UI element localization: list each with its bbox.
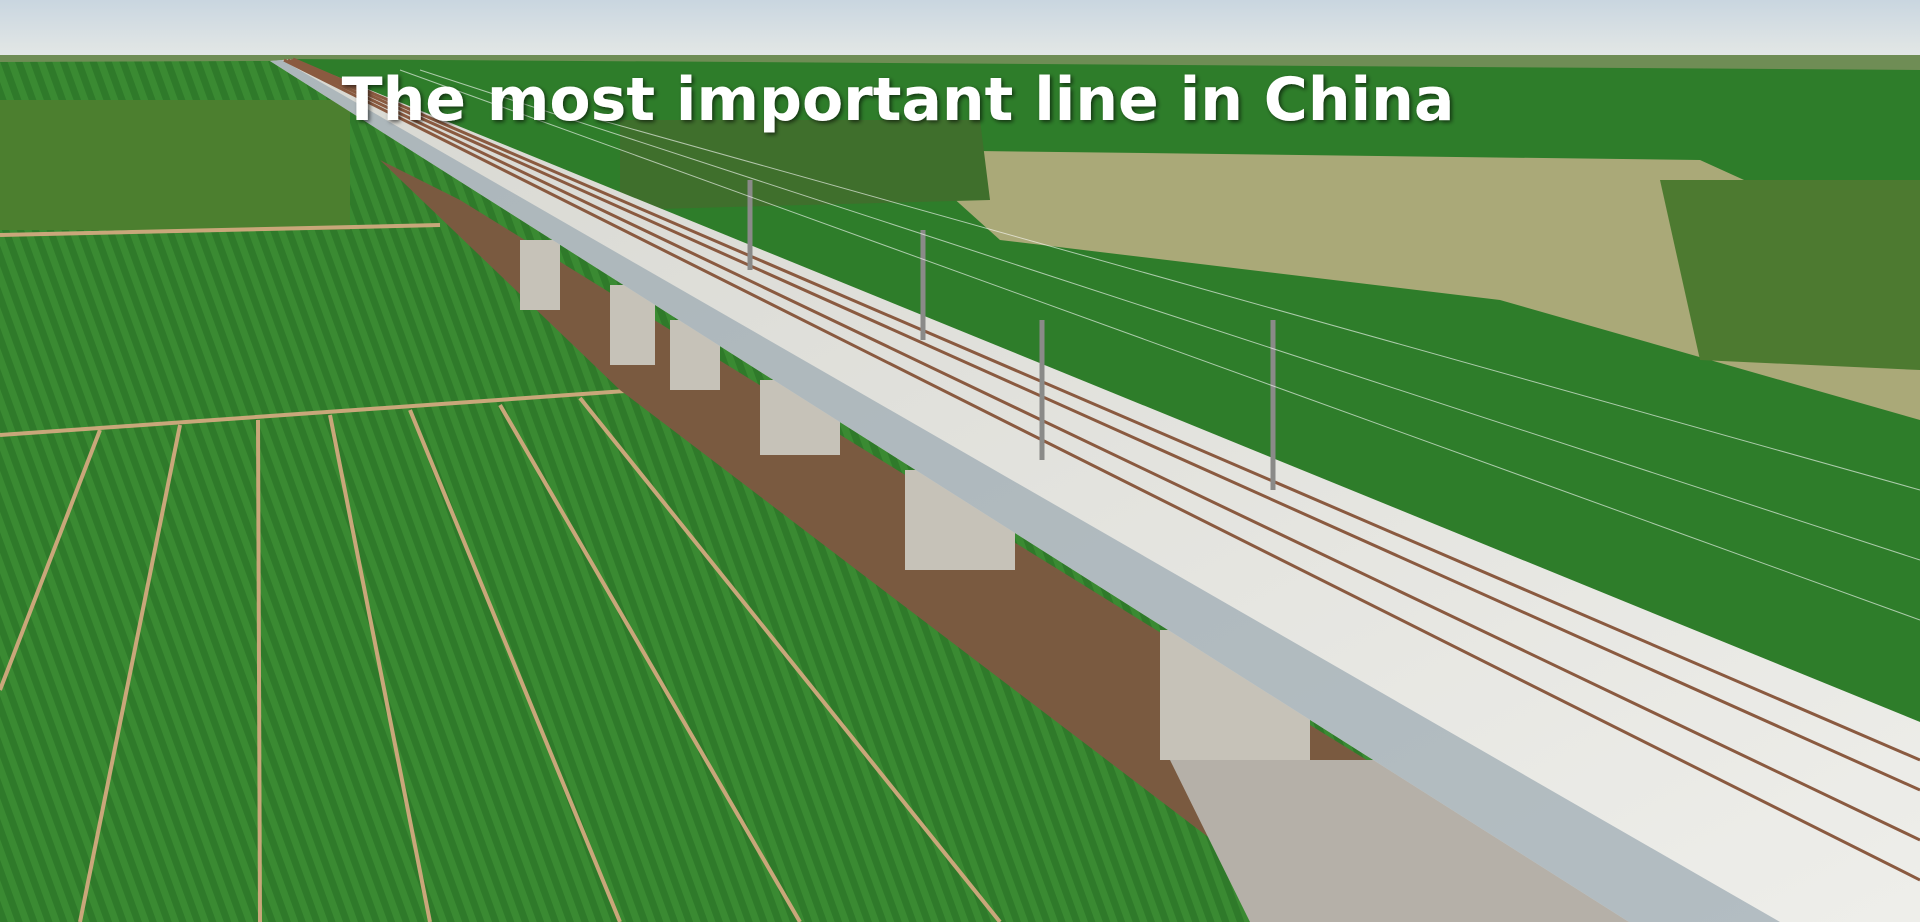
sky — [0, 0, 1920, 62]
wires — [399, 69, 1920, 621]
dirt-area — [900, 150, 1920, 420]
trees-right — [1660, 180, 1920, 370]
viaduct-deck — [270, 59, 1920, 922]
noise-barrier — [270, 60, 1780, 922]
slide-title: The most important line in China — [342, 65, 1455, 135]
rails — [283, 57, 1920, 882]
trees-left — [0, 100, 350, 230]
field-paths — [0, 223, 1002, 922]
trees-mid — [620, 120, 990, 210]
masts — [747, 180, 1276, 490]
